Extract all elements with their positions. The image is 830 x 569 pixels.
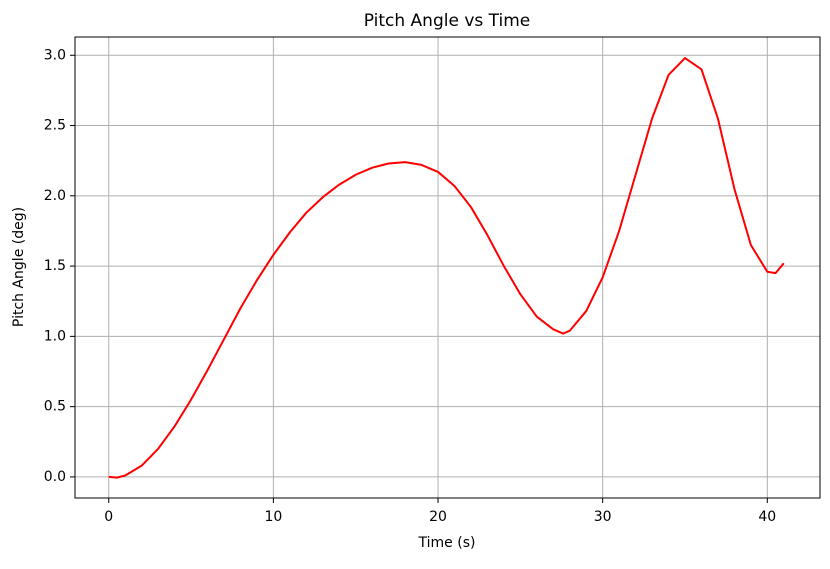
x-tick-label: 10 xyxy=(264,509,282,525)
x-axis-label: Time (s) xyxy=(418,535,476,551)
y-tick-label: 2.0 xyxy=(44,188,66,204)
y-axis-label: Pitch Angle (deg) xyxy=(11,207,27,327)
y-tick-label: 2.5 xyxy=(44,118,66,134)
x-tick-label: 40 xyxy=(758,509,776,525)
x-tick-label: 30 xyxy=(594,509,612,525)
chart-title: Pitch Angle vs Time xyxy=(364,11,531,31)
x-tick-label: 0 xyxy=(104,509,113,525)
y-tick-label: 1.5 xyxy=(44,258,66,274)
x-tick-label: 20 xyxy=(429,509,447,525)
y-tick-label: 0.5 xyxy=(44,399,66,415)
plot-frame xyxy=(74,36,821,499)
y-tick-label: 0.0 xyxy=(44,469,66,485)
y-tick-label: 3.0 xyxy=(44,47,66,63)
y-tick-label: 1.0 xyxy=(44,328,66,344)
data-line xyxy=(108,57,785,479)
